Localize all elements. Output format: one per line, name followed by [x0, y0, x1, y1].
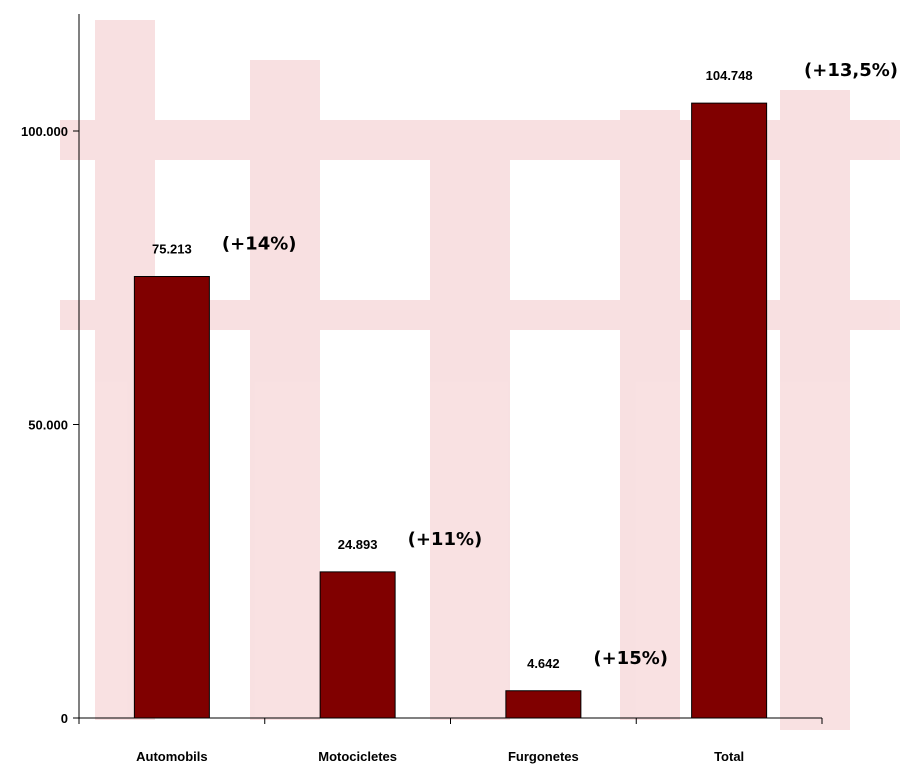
y-tick-label: 100.000 — [21, 124, 68, 139]
value-label: 4.642 — [527, 656, 560, 671]
change-label: (+11%) — [408, 529, 483, 550]
category-label: Total — [714, 749, 744, 764]
watermark-band — [60, 120, 900, 160]
watermark-column — [430, 120, 510, 720]
change-label: (+13,5%) — [804, 60, 898, 81]
category-label: Automobils — [136, 749, 208, 764]
change-label: (+14%) — [222, 233, 297, 254]
change-label: (+15%) — [593, 648, 668, 669]
bars — [133, 102, 768, 719]
y-tick-label: 50.000 — [28, 418, 68, 433]
bar-total — [691, 102, 768, 719]
value-label: 75.213 — [152, 241, 192, 256]
y-axis-ticks: 0 50.000 100.000 — [21, 124, 823, 726]
bar-furgonetes — [505, 690, 582, 719]
category-label: Motocicletes — [318, 749, 397, 764]
y-tick-label: 0 — [61, 711, 68, 726]
value-label: 24.893 — [338, 537, 378, 552]
category-label: Furgonetes — [508, 749, 579, 764]
bar-automobils — [133, 275, 210, 719]
watermark-column — [780, 90, 850, 730]
labels: 75.213 (+14%) Automobils 24.893 (+11%) Motoci… — [136, 60, 898, 764]
value-label: 104.748 — [706, 68, 753, 83]
watermark-column — [250, 60, 320, 720]
bar-motocicletes — [319, 571, 396, 719]
watermark-column — [620, 110, 680, 720]
